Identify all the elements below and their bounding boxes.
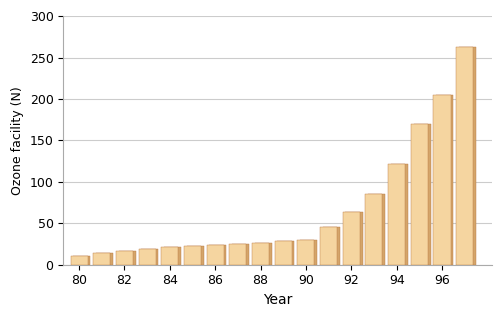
Bar [209,245,226,265]
Bar [343,212,360,265]
Bar [459,47,476,265]
Bar [161,247,179,265]
Bar [413,124,431,265]
Bar [207,245,224,265]
Bar [94,253,110,265]
Bar [297,240,314,265]
Bar [436,95,453,265]
Bar [252,243,269,265]
Bar [275,241,292,265]
Bar [323,227,340,265]
Bar [368,194,385,265]
Bar [70,256,88,265]
Bar [388,163,405,265]
Bar [366,194,382,265]
Bar [278,241,294,265]
Bar [139,249,156,265]
Bar [164,247,181,265]
Bar [184,246,201,265]
Bar [229,244,246,265]
Y-axis label: Ozone facility (N): Ozone facility (N) [11,86,24,195]
Bar [346,212,363,265]
Bar [255,243,272,265]
Bar [119,251,136,265]
Bar [116,251,133,265]
Bar [300,240,317,265]
Bar [187,246,204,265]
Bar [320,227,337,265]
Bar [73,256,91,265]
Bar [96,253,113,265]
Bar [391,163,408,265]
X-axis label: Year: Year [263,293,292,307]
Bar [232,244,249,265]
Bar [141,249,158,265]
Bar [434,95,451,265]
Bar [411,124,428,265]
Bar [456,47,473,265]
